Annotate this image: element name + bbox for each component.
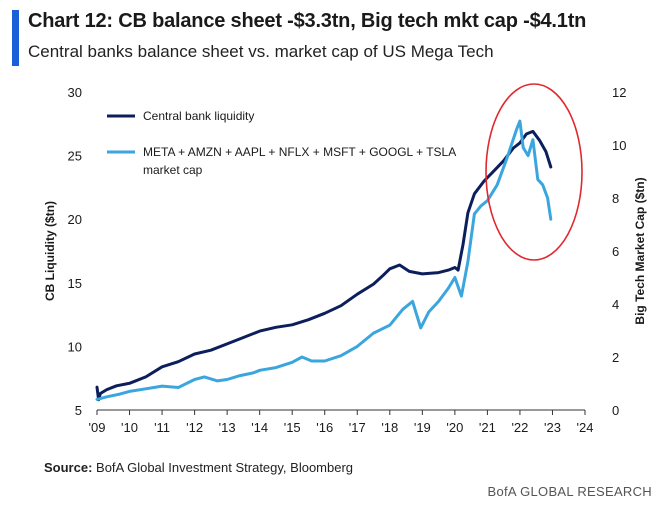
x-tick-label: '22 — [511, 420, 528, 435]
x-tick-label: '09 — [89, 420, 106, 435]
x-tick-label: '12 — [186, 420, 203, 435]
y-right-tick-label: 0 — [612, 403, 619, 418]
x-tick-label: '11 — [154, 420, 170, 435]
y-left-tick-label: 25 — [68, 149, 82, 164]
y-right-tick-label: 6 — [612, 244, 619, 259]
x-tick-label: '24 — [577, 420, 594, 435]
series-line-cb-liquidity — [95, 129, 553, 402]
x-tick-label: '18 — [381, 420, 398, 435]
y-left-tick-label: 20 — [68, 212, 82, 227]
source-note: Source: BofA Global Investment Strategy,… — [44, 460, 353, 475]
y-right-axis-label: Big Tech Market Cap ($tn) — [633, 177, 647, 324]
y-left-tick-label: 30 — [68, 85, 82, 100]
chart-subtitle: Central banks balance sheet vs. market c… — [28, 42, 494, 61]
legend-label-tech: META + AMZN + AAPL + NFLX + MSFT + GOOGL… — [143, 145, 456, 159]
legend-label-tech-cont: market cap — [143, 163, 203, 177]
annotations — [485, 83, 583, 261]
chart-title: Chart 12: CB balance sheet -$3.3tn, Big … — [28, 10, 587, 32]
y-right-tick-label: 4 — [612, 297, 619, 312]
source-text: BofA Global Investment Strategy, Bloombe… — [92, 460, 354, 475]
x-tick-label: '20 — [446, 420, 463, 435]
x-tick-label: '14 — [251, 420, 268, 435]
legend-label-cb: Central bank liquidity — [143, 109, 254, 123]
series-group — [95, 119, 553, 402]
brand-footer: BofA GLOBAL RESEARCH — [487, 484, 652, 499]
y-left-axis-label: CB Liquidity ($tn) — [43, 201, 57, 301]
y-right-tick-label: 2 — [612, 350, 619, 365]
x-tick-label: '15 — [284, 420, 301, 435]
y-right-tick-label: 10 — [612, 138, 626, 153]
x-tick-label: '13 — [219, 420, 236, 435]
y-right-tick-label: 12 — [612, 85, 626, 100]
line-chart: '09 '10 '11 '12 '13 '14 '15 '16 '17 '18 '19 '20 '21 '… — [43, 83, 647, 435]
series-line-big-tech-mkt-cap — [95, 119, 553, 401]
x-tick-label: '10 — [121, 420, 138, 435]
x-tick-label: '21 — [479, 420, 496, 435]
source-label: Source: — [44, 460, 93, 475]
highlight-ellipse — [485, 83, 583, 261]
x-tick-label: '19 — [414, 420, 431, 435]
title-accent-bar — [12, 10, 19, 66]
y-left-tick-label: 15 — [68, 276, 82, 291]
x-tick-label: '16 — [316, 420, 333, 435]
axes: '09 '10 '11 '12 '13 '14 '15 '16 '17 '18 '19 '20 '21 '… — [43, 85, 647, 435]
y-left-tick-label: 5 — [75, 403, 82, 418]
y-right-tick-label: 8 — [612, 191, 619, 206]
x-tick-label: '23 — [544, 420, 561, 435]
legend: Central bank liquidity META + AMZN + AAPL… — [107, 109, 456, 177]
x-tick-label: '17 — [349, 420, 366, 435]
y-left-tick-label: 10 — [68, 339, 82, 354]
